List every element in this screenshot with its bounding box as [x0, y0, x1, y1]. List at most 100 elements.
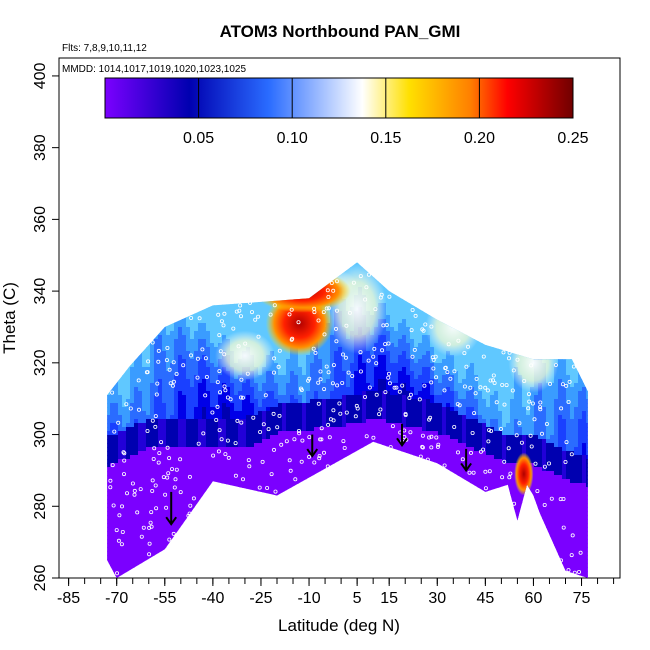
heat-cell: [158, 367, 163, 372]
heat-cell: [102, 311, 107, 316]
heat-cell: [230, 267, 235, 272]
heat-cell: [306, 391, 311, 396]
heat-cell: [242, 455, 247, 460]
heat-cell: [182, 539, 187, 544]
heat-cell: [270, 387, 275, 392]
heat-cell: [138, 447, 143, 452]
heat-cell: [90, 543, 95, 548]
heat-cell: [134, 419, 139, 424]
heat-cell: [258, 319, 263, 324]
heat-cell: [98, 295, 103, 300]
heat-cell: [178, 262, 183, 264]
heat-cell: [202, 515, 207, 520]
heat-cell: [202, 391, 207, 396]
heat-cell: [138, 275, 143, 280]
heat-cell: [190, 271, 195, 276]
heat-cell: [302, 255, 307, 260]
heat-cell: [294, 263, 299, 268]
heat-cell: [138, 503, 143, 508]
heat-cell: [286, 455, 291, 460]
heat-cell: [218, 327, 223, 332]
heat-cell: [222, 543, 227, 548]
heat-cell: [86, 271, 91, 276]
heat-cell: [210, 495, 215, 500]
heat-cell: [166, 535, 171, 540]
heat-cell: [74, 491, 79, 496]
heat-cell: [98, 355, 103, 360]
heat-cell: [306, 563, 311, 568]
heat-cell: [130, 395, 135, 400]
heat-cell: [218, 519, 223, 524]
heat-cell: [78, 579, 83, 584]
heat-cell: [90, 571, 95, 576]
heat-cell: [242, 515, 247, 520]
heat-cell: [262, 263, 267, 268]
heat-cell: [230, 539, 235, 544]
heat-cell: [230, 379, 235, 384]
heat-cell: [114, 359, 119, 364]
heat-cell: [238, 267, 243, 272]
heat-cell: [282, 479, 287, 484]
heat-cell: [158, 515, 163, 520]
heat-cell: [102, 539, 107, 544]
heat-cell: [274, 507, 279, 512]
heat-cell: [162, 523, 167, 528]
heat-cell: [86, 411, 91, 416]
heat-cell: [110, 359, 115, 364]
heat-cell: [186, 371, 191, 376]
heat-cell: [222, 559, 227, 564]
heat-cell: [154, 519, 159, 524]
heat-cell: [174, 395, 179, 400]
heat-cell: [118, 327, 123, 332]
heat-cell: [186, 411, 191, 416]
heat-cell: [270, 551, 275, 556]
heat-cell: [82, 371, 87, 376]
heat-cell: [166, 275, 171, 280]
heat-cell: [178, 315, 183, 320]
heat-cell: [174, 539, 179, 544]
heat-cell: [170, 371, 175, 376]
heat-cell: [202, 467, 207, 472]
heat-cell: [114, 339, 119, 344]
heat-cell: [178, 523, 183, 528]
heat-cell: [206, 571, 211, 576]
heat-cell: [194, 363, 199, 368]
heat-cell: [114, 391, 119, 396]
heat-cell: [206, 347, 211, 352]
heat-cell: [298, 483, 303, 488]
heat-cell: [266, 531, 271, 536]
heat-cell: [290, 491, 295, 496]
heat-cell: [186, 283, 191, 288]
heat-cell: [202, 411, 207, 416]
heat-cell: [134, 519, 139, 524]
heat-cell: [246, 387, 251, 392]
heat-cell: [310, 383, 315, 388]
heat-cell: [246, 327, 251, 332]
heat-cell: [198, 347, 203, 352]
heat-cell: [182, 575, 187, 578]
heat-cell: [142, 535, 147, 540]
heat-cell: [90, 551, 95, 556]
heat-cell: [266, 547, 271, 552]
heat-cell: [310, 367, 315, 372]
heat-cell: [218, 543, 223, 548]
heat-cell: [150, 403, 155, 408]
heat-cell: [218, 447, 223, 452]
heat-cell: [246, 411, 251, 416]
heat-cell: [74, 535, 79, 540]
heat-cell: [286, 379, 291, 384]
heat-cell: [294, 503, 299, 508]
heat-cell: [78, 499, 83, 504]
heat-cell: [94, 335, 99, 340]
heat-cell: [230, 515, 235, 520]
heat-cell: [298, 262, 303, 264]
heat-cell: [162, 383, 167, 388]
heat-cell: [110, 447, 115, 452]
heat-cell: [290, 439, 295, 444]
heat-cell: [210, 559, 215, 564]
heat-cell: [134, 575, 139, 578]
heat-cell: [230, 262, 235, 264]
heat-cell: [210, 411, 215, 416]
heat-cell: [194, 331, 199, 336]
heat-cell: [74, 415, 79, 420]
